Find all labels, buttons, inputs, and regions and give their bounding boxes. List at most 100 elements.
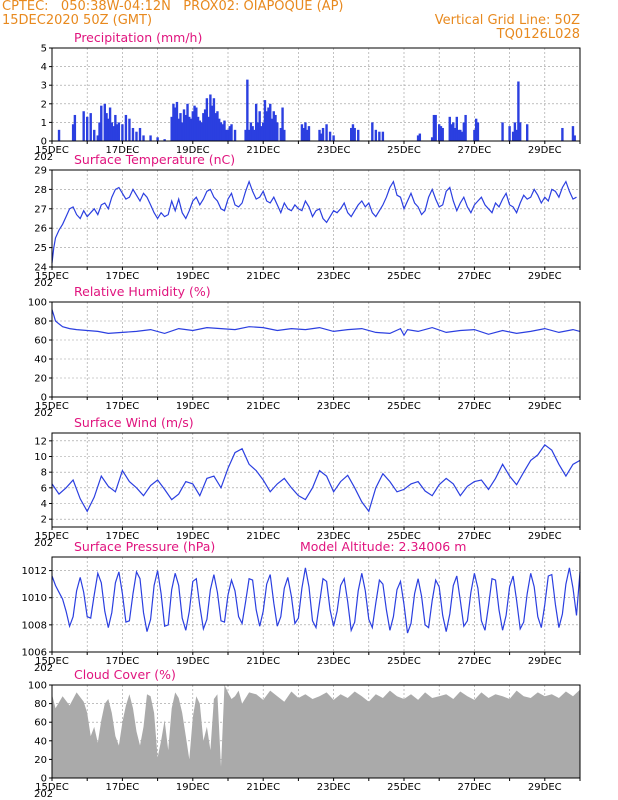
- precip-bar: [179, 113, 182, 141]
- precip-bar: [513, 122, 517, 141]
- wind-xtick-label: 17DEC: [106, 531, 140, 542]
- precip-bar: [474, 118, 478, 141]
- wind-ytick-label: 4: [41, 499, 47, 510]
- precip-bar: [100, 105, 103, 141]
- pressure-xtick-label: 15DEC: [35, 656, 69, 667]
- pressure-ytick-label: 1010: [22, 593, 47, 604]
- precip-bar: [188, 116, 191, 141]
- pressure-ytick-label: 1012: [22, 566, 47, 577]
- cloud-xtick-label: 17DEC: [106, 782, 140, 793]
- rh-ytick-label: 0: [41, 393, 47, 404]
- pressure-year-label: 202: [34, 663, 53, 674]
- temp-xtick-label: 19DEC: [176, 271, 210, 282]
- precip-bar: [418, 133, 422, 141]
- cloud-ytick-label: 20: [34, 755, 47, 766]
- wind-ytick-label: 12: [34, 436, 47, 447]
- precip-bar: [457, 129, 460, 141]
- cloud-xtick-label: 19DEC: [176, 782, 210, 793]
- precip-bar: [163, 139, 166, 141]
- precip-bar: [86, 116, 89, 141]
- precip-bar: [450, 124, 453, 141]
- cloud-ytick-label: 0: [41, 774, 47, 785]
- precip-bar: [214, 113, 217, 141]
- precip-xtick-label: 29DEC: [528, 145, 562, 156]
- rh-xtick-label: 21DEC: [246, 401, 280, 412]
- rh-ytick-label: 20: [34, 374, 47, 385]
- rh-ytick-label: 100: [28, 298, 47, 309]
- precip-bar: [103, 103, 106, 141]
- precip-bar: [82, 111, 85, 141]
- wind-frame: [51, 432, 581, 528]
- precip-bar: [328, 131, 332, 141]
- precip-bar: [181, 122, 184, 141]
- precip-ytick-label: 4: [41, 62, 47, 73]
- wind-ytick-label: 10: [34, 452, 47, 463]
- rh-ytick-label: 40: [34, 355, 47, 366]
- temp-series-line: [51, 179, 577, 264]
- precip-bar: [96, 135, 99, 141]
- precip-bar: [233, 129, 237, 141]
- precip-bar: [378, 131, 381, 141]
- precip-bar: [112, 126, 115, 141]
- precip-bar: [216, 111, 219, 141]
- pressure-xtick-label: 25DEC: [387, 656, 421, 667]
- rh-frame: [51, 301, 581, 398]
- precip-bar: [110, 122, 114, 141]
- temp-frame: [51, 169, 581, 268]
- precip-bar: [430, 137, 434, 141]
- pressure-ytick-label: 1008: [22, 620, 47, 631]
- precip-bar: [182, 109, 186, 141]
- precip-bar: [210, 105, 214, 141]
- wind-series-line: [51, 443, 581, 513]
- temp-xtick-label: 29DEC: [528, 271, 562, 282]
- precip-bar: [272, 111, 275, 141]
- precip-bar: [258, 111, 261, 141]
- precip-bar: [265, 111, 268, 141]
- temp-xtick-label: 21DEC: [246, 271, 280, 282]
- precip-ytick-label: 0: [41, 137, 47, 148]
- precip-bar: [73, 114, 77, 141]
- precip-bar: [228, 126, 231, 141]
- precip-title: Precipitation (mm/h): [74, 30, 202, 45]
- precip-bar: [198, 120, 202, 141]
- precip-bar: [189, 118, 193, 141]
- precip-bar: [193, 105, 196, 141]
- precip-xtick-label: 15DEC: [35, 145, 69, 156]
- precip-bar: [441, 127, 444, 141]
- precip-bar: [511, 131, 515, 141]
- precip-bar: [170, 116, 173, 141]
- rh-xtick-label: 23DEC: [317, 401, 351, 412]
- precip-bar: [350, 127, 353, 141]
- precip-bar: [332, 135, 335, 141]
- precip-bar: [186, 103, 189, 141]
- precip-bar: [320, 133, 323, 141]
- wind-ytick-label: 6: [41, 483, 47, 494]
- precip-bar: [117, 122, 121, 141]
- temp-year-label: 202: [34, 278, 53, 289]
- cloud-ytick-label: 60: [34, 718, 47, 729]
- precip-bar: [108, 107, 112, 141]
- precip-bar: [453, 127, 457, 141]
- header-line1: CPTEC: 050:38W-04:12N PROX02: OIAPOQUE (…: [2, 0, 344, 14]
- precip-bar: [276, 122, 279, 141]
- precip-bar: [473, 129, 476, 141]
- precip-ytick-label: 2: [41, 99, 47, 110]
- header-grid-note: Vertical Grid Line: 50Z: [434, 13, 580, 28]
- precip-bar: [439, 126, 443, 141]
- cloud-xtick-label: 21DEC: [246, 782, 280, 793]
- precip-bar: [175, 101, 179, 141]
- precip-bar: [476, 122, 480, 141]
- precip-bar: [249, 122, 253, 141]
- pressure-xtick-label: 21DEC: [246, 656, 280, 667]
- precip-bar: [448, 116, 451, 141]
- rh-xtick-label: 17DEC: [106, 401, 140, 412]
- precip-bar: [98, 122, 101, 141]
- precip-bar: [262, 122, 265, 141]
- precip-bar: [279, 127, 282, 141]
- precip-bar: [246, 79, 249, 141]
- precip-bar: [221, 124, 224, 141]
- precip-bar: [302, 127, 305, 141]
- wind-xtick-label: 23DEC: [317, 531, 351, 542]
- wind-ytick-label: 2: [41, 515, 47, 526]
- precip-bar: [195, 107, 198, 141]
